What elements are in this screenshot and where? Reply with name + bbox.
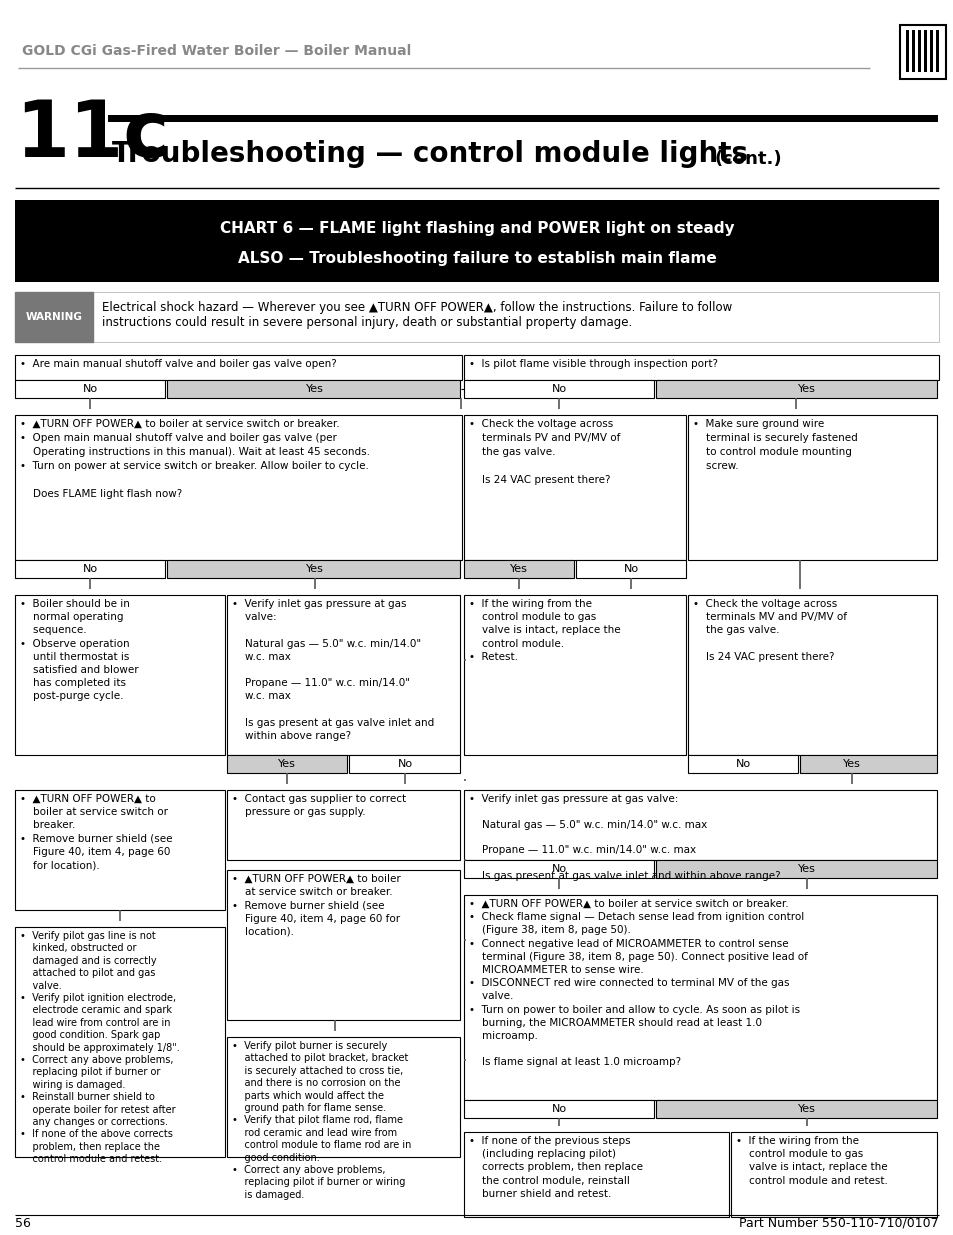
Bar <box>463 559 574 578</box>
Bar <box>905 30 908 72</box>
Text: •  If the wiring from the
    control module to gas
    valve is intact, replace: • If the wiring from the control module … <box>469 599 620 662</box>
Text: •  ▲TURN OFF POWER▲ to boiler
    at service switch or breaker.
•  Remove burner: • ▲TURN OFF POWER▲ to boiler at service … <box>232 874 400 937</box>
Bar <box>929 30 932 72</box>
Bar <box>656 860 936 878</box>
Text: CHART 6 — FLAME light flashing and POWER light on steady: CHART 6 — FLAME light flashing and POWER… <box>219 221 734 236</box>
Bar <box>923 30 926 72</box>
Bar <box>463 415 685 559</box>
Bar <box>730 1132 936 1216</box>
Bar <box>15 927 225 1157</box>
Text: Yes: Yes <box>510 564 527 574</box>
Text: No: No <box>551 864 566 874</box>
Bar <box>15 291 938 342</box>
Text: No: No <box>551 1104 566 1114</box>
Text: No: No <box>735 760 750 769</box>
Text: •  Verify pilot gas line is not
    kinked, obstructed or
    damaged and is cor: • Verify pilot gas line is not kinked, o… <box>20 931 179 1165</box>
Bar <box>463 790 936 860</box>
Text: Troubleshooting — control module lights: Troubleshooting — control module lights <box>112 140 747 168</box>
Bar <box>463 1100 654 1118</box>
Bar <box>227 595 459 755</box>
Text: Yes: Yes <box>798 864 815 874</box>
Bar <box>15 415 461 559</box>
Bar <box>463 380 654 398</box>
Bar <box>687 415 936 559</box>
Bar <box>935 30 938 72</box>
Bar <box>227 1037 459 1157</box>
Text: WARNING: WARNING <box>26 312 82 322</box>
Text: No: No <box>82 384 97 394</box>
Text: No: No <box>622 564 638 574</box>
Bar <box>15 291 92 342</box>
Bar <box>15 354 461 380</box>
Text: •  Verify inlet gas pressure at gas valve:

    Natural gas — 5.0" w.c. min/14.0: • Verify inlet gas pressure at gas valve… <box>469 794 780 881</box>
Text: •  Are main manual shutoff valve and boiler gas valve open?: • Are main manual shutoff valve and boil… <box>20 359 336 369</box>
Text: GOLD CGi Gas-Fired Water Boiler — Boiler Manual: GOLD CGi Gas-Fired Water Boiler — Boiler… <box>22 44 411 58</box>
Text: instructions could result in severe personal injury, death or substantial proper: instructions could result in severe pers… <box>102 316 632 329</box>
Text: (cont.): (cont.) <box>714 149 781 168</box>
Text: No: No <box>82 564 97 574</box>
Text: •  If none of the previous steps
    (including replacing pilot)
    corrects pr: • If none of the previous steps (includi… <box>469 1136 642 1199</box>
Bar <box>800 755 936 773</box>
Bar <box>15 380 165 398</box>
Bar <box>463 1132 728 1216</box>
Bar <box>899 25 945 79</box>
Text: •  Check the voltage across
    terminals MV and PV/MV of
    the gas valve.

  : • Check the voltage across terminals MV … <box>692 599 846 662</box>
Text: •  Is pilot flame visible through inspection port?: • Is pilot flame visible through inspect… <box>469 359 718 369</box>
Bar <box>167 559 459 578</box>
Bar <box>463 895 936 1100</box>
Text: 56: 56 <box>15 1216 30 1230</box>
Text: No: No <box>397 760 412 769</box>
Bar <box>167 380 459 398</box>
Bar <box>687 595 936 755</box>
Bar <box>911 30 914 72</box>
Text: ALSO — Troubleshooting failure to establish main flame: ALSO — Troubleshooting failure to establ… <box>237 251 716 266</box>
Bar <box>15 790 225 910</box>
Text: •  ▲TURN OFF POWER▲ to boiler at service switch or breaker.
•  Open main manual : • ▲TURN OFF POWER▲ to boiler at service … <box>20 419 370 499</box>
Text: 11c: 11c <box>15 98 170 173</box>
Bar <box>917 30 920 72</box>
Text: •  Boiler should be in
    normal operating
    sequence.
•  Observe operation
 : • Boiler should be in normal operating s… <box>20 599 138 701</box>
Bar <box>687 755 797 773</box>
Text: •  Make sure ground wire
    terminal is securely fastened
    to control module: • Make sure ground wire terminal is secu… <box>692 419 857 471</box>
Text: Yes: Yes <box>277 760 295 769</box>
Bar <box>15 200 938 282</box>
Bar <box>227 755 347 773</box>
Bar <box>656 1100 936 1118</box>
Text: •  Check the voltage across
    terminals PV and PV/MV of
    the gas valve.

  : • Check the voltage across terminals PV … <box>469 419 619 485</box>
Text: Yes: Yes <box>798 1104 815 1114</box>
Text: Electrical shock hazard — Wherever you see ▲TURN OFF POWER▲, follow the instruct: Electrical shock hazard — Wherever you s… <box>102 301 732 314</box>
Text: Yes: Yes <box>798 384 815 394</box>
Text: •  ▲TURN OFF POWER▲ to
    boiler at service switch or
    breaker.
•  Remove bu: • ▲TURN OFF POWER▲ to boiler at service … <box>20 794 172 869</box>
Bar <box>463 595 685 755</box>
Bar <box>15 595 225 755</box>
Bar <box>349 755 459 773</box>
Bar <box>227 790 459 860</box>
Bar <box>15 559 165 578</box>
Text: •  If the wiring from the
    control module to gas
    valve is intact, replace: • If the wiring from the control module … <box>735 1136 887 1186</box>
Text: •  Verify inlet gas pressure at gas
    valve:

    Natural gas — 5.0" w.c. min/: • Verify inlet gas pressure at gas valve… <box>232 599 434 741</box>
Text: •  ▲TURN OFF POWER▲ to boiler at service switch or breaker.
•  Check flame signa: • ▲TURN OFF POWER▲ to boiler at service … <box>469 899 807 1067</box>
Text: Yes: Yes <box>306 384 324 394</box>
Bar <box>227 869 459 1020</box>
Text: Part Number 550-110-710/0107: Part Number 550-110-710/0107 <box>739 1216 938 1230</box>
Bar <box>463 860 654 878</box>
Bar <box>108 115 937 122</box>
Text: Yes: Yes <box>306 564 324 574</box>
Text: •  Contact gas supplier to correct
    pressure or gas supply.: • Contact gas supplier to correct pressu… <box>232 794 406 818</box>
Text: •  Verify pilot burner is securely
    attached to pilot bracket, bracket
    is: • Verify pilot burner is securely attach… <box>232 1041 411 1199</box>
Bar <box>576 559 685 578</box>
Bar <box>463 354 938 380</box>
Text: No: No <box>551 384 566 394</box>
Bar <box>656 380 936 398</box>
Text: Yes: Yes <box>842 760 860 769</box>
